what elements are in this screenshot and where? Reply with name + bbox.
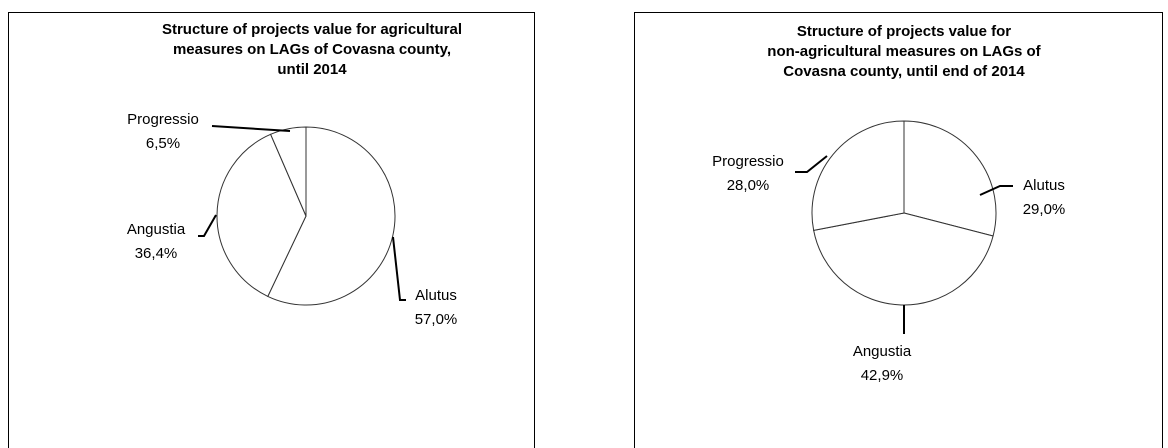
slice-label: Alutus [415, 287, 457, 304]
leader-line [198, 214, 217, 237]
slice-value-label: 57,0% [415, 311, 458, 328]
pie-slice [267, 126, 396, 306]
pie-slice [216, 133, 307, 298]
chart-title: Structure of projects value for [797, 23, 1011, 40]
slice-value-label: 29,0% [1023, 201, 1066, 218]
slice-value-label: 36,4% [135, 245, 178, 262]
pie-slice [269, 126, 307, 217]
chart-title: until 2014 [277, 61, 347, 78]
slice-label: Progressio [712, 153, 784, 170]
slice-value-label: 6,5% [146, 135, 180, 152]
chart-title: non-agricultural measures on LAGs of [767, 43, 1041, 60]
slice-label: Alutus [1023, 177, 1065, 194]
chart-title: measures on LAGs of Covasna county, [173, 41, 451, 58]
leader-line [795, 155, 828, 173]
pie-slice [903, 120, 997, 237]
leader-line [979, 185, 1013, 196]
pie-slice [811, 120, 905, 231]
chart-title: Structure of projects value for agricult… [162, 21, 462, 38]
leader-line [211, 125, 291, 132]
slice-value-label: 28,0% [727, 177, 770, 194]
chart-title: Covasna county, until end of 2014 [783, 63, 1025, 80]
slice-label: Angustia [853, 343, 912, 360]
slice-value-label: 42,9% [861, 367, 904, 384]
slice-label: Progressio [127, 111, 199, 128]
leader-line [392, 236, 406, 301]
slice-label: Angustia [127, 221, 186, 238]
pie-slice [813, 212, 994, 306]
